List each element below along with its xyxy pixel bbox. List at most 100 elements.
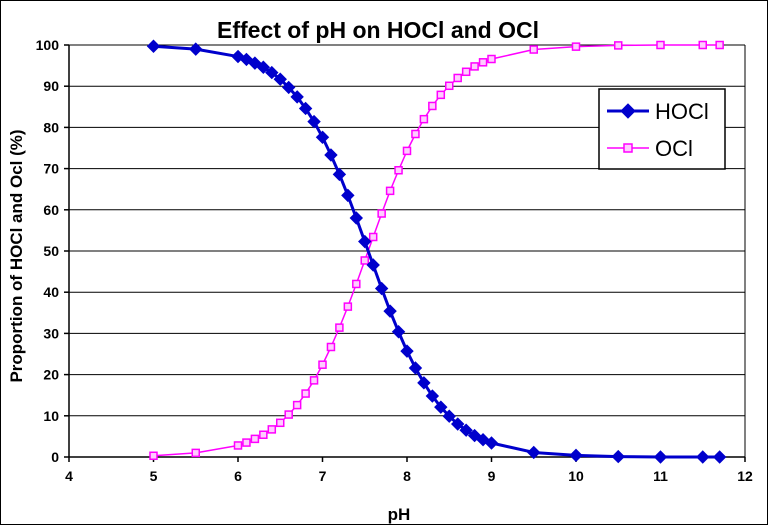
- data-point-hocl: [307, 114, 321, 129]
- data-point-ocl: [656, 40, 665, 50]
- data-point-ocl: [343, 302, 353, 311]
- data-point-ocl: [149, 451, 158, 461]
- data-point-ocl: [487, 54, 496, 64]
- chart-title: Effect of pH on HOCl and OCl: [217, 17, 539, 43]
- data-point-ocl: [360, 256, 369, 265]
- data-point-hocl: [332, 167, 347, 182]
- data-point-hocl: [358, 234, 372, 249]
- data-point-ocl: [377, 209, 386, 218]
- legend-marker-hocl: [620, 103, 636, 119]
- data-point-ocl: [318, 360, 327, 369]
- data-point-hocl: [569, 448, 583, 463]
- data-point-ocl: [402, 146, 412, 156]
- data-point-hocl: [434, 400, 448, 414]
- data-point-hocl: [391, 325, 406, 339]
- data-point-hocl: [442, 409, 456, 423]
- data-point-hocl: [315, 130, 330, 144]
- data-point-ocl: [571, 42, 581, 51]
- data-point-ocl: [461, 67, 471, 77]
- data-point-ocl: [267, 425, 277, 434]
- x-tick-label: 6: [234, 468, 242, 484]
- x-tick-label: 5: [150, 468, 158, 484]
- data-point-hocl: [696, 450, 710, 464]
- data-point-ocl: [394, 165, 403, 175]
- data-point-ocl: [698, 40, 707, 50]
- data-point-ocl: [191, 448, 200, 458]
- data-point-ocl: [233, 441, 243, 450]
- data-point-ocl: [352, 279, 361, 289]
- data-point-ocl: [445, 81, 454, 91]
- data-point-hocl: [653, 450, 668, 464]
- data-point-hocl: [256, 60, 271, 74]
- data-point-hocl: [459, 423, 473, 437]
- data-point-hocl: [324, 148, 338, 162]
- x-tick-label: 9: [488, 468, 496, 484]
- x-axis-label: pH: [388, 505, 411, 524]
- data-point-ocl: [478, 58, 488, 67]
- data-point-hocl: [383, 304, 397, 318]
- data-point-hocl: [366, 258, 380, 272]
- x-tick-label: 12: [737, 468, 753, 484]
- data-point-hocl: [374, 281, 389, 296]
- y-tick-label: 100: [36, 37, 60, 53]
- data-point-ocl: [259, 430, 268, 440]
- data-point-ocl: [436, 90, 446, 100]
- y-tick-label: 20: [43, 367, 59, 383]
- data-point-hocl: [298, 101, 313, 116]
- data-point-hocl: [341, 188, 355, 203]
- data-point-ocl: [368, 232, 378, 242]
- data-point-hocl: [265, 65, 279, 80]
- data-point-ocl: [428, 101, 437, 111]
- x-tick-label: 10: [568, 468, 584, 484]
- data-point-ocl: [470, 62, 479, 71]
- data-point-hocl: [425, 389, 440, 403]
- data-point-ocl: [250, 434, 260, 444]
- legend-marker-ocl: [623, 143, 633, 153]
- y-tick-label: 40: [43, 284, 59, 300]
- x-tick-label: 11: [653, 468, 668, 484]
- data-point-ocl: [301, 389, 310, 398]
- x-tick-label: 8: [403, 468, 411, 484]
- data-point-hocl: [527, 445, 541, 460]
- data-point-ocl: [326, 342, 336, 352]
- data-point-ocl: [385, 186, 395, 196]
- data-point-ocl: [411, 129, 420, 139]
- y-tick-label: 90: [43, 78, 59, 94]
- data-point-hocl: [712, 450, 727, 464]
- data-point-ocl: [614, 41, 623, 50]
- y-tick-label: 30: [43, 325, 59, 341]
- data-point-hocl: [290, 90, 304, 104]
- data-point-ocl: [276, 418, 285, 428]
- y-tick-label: 50: [43, 243, 59, 259]
- data-point-hocl: [349, 211, 364, 225]
- data-point-ocl: [292, 400, 302, 410]
- y-tick-label: 10: [43, 408, 59, 424]
- data-point-ocl: [309, 376, 319, 385]
- data-point-ocl: [529, 45, 538, 54]
- data-point-hocl: [281, 80, 296, 95]
- data-point-hocl: [189, 42, 203, 56]
- data-point-hocl: [611, 449, 625, 464]
- data-point-hocl: [400, 344, 414, 358]
- data-point-ocl: [453, 73, 462, 83]
- legend-label-hocl: HOCl: [655, 99, 709, 124]
- data-point-ocl: [284, 410, 293, 419]
- data-point-hocl: [273, 72, 287, 86]
- legend-label-ocl: OCl: [655, 136, 693, 161]
- y-tick-label: 80: [43, 119, 59, 135]
- data-point-hocl: [484, 436, 499, 450]
- x-tick-label: 4: [65, 468, 73, 484]
- legend-box: [598, 88, 726, 170]
- y-tick-label: 0: [51, 449, 59, 465]
- data-point-ocl: [419, 114, 429, 124]
- y-axis-label: Proportion of HOCl and Ocl (%): [7, 129, 26, 382]
- y-tick-label: 70: [43, 161, 59, 177]
- y-tick-label: 60: [43, 202, 59, 218]
- data-point-ocl: [715, 40, 724, 50]
- data-point-ocl: [242, 438, 251, 447]
- data-point-hocl: [146, 39, 161, 53]
- data-point-hocl: [408, 361, 423, 375]
- x-tick-label: 7: [319, 468, 327, 484]
